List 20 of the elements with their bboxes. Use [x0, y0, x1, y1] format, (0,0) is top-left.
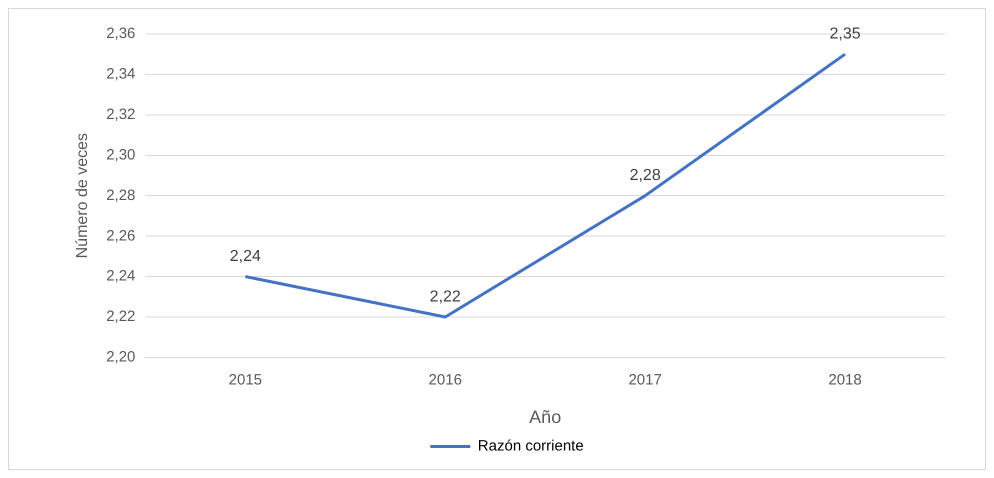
- y-tick-label: 2,30: [106, 146, 136, 164]
- data-label: 2,24: [230, 248, 262, 265]
- y-tick-label: 2,36: [106, 25, 136, 42]
- data-label: 2,28: [630, 167, 661, 184]
- x-tick-label: 2016: [428, 372, 462, 389]
- data-label: 2,22: [430, 288, 461, 306]
- legend-label: Razón corriente: [478, 438, 584, 455]
- y-tick-label: 2,20: [106, 348, 136, 366]
- y-tick-label: 2,28: [106, 186, 136, 204]
- y-tick-label: 2,32: [106, 106, 136, 123]
- y-tick-label: 2,34: [106, 66, 136, 83]
- y-tick-label: 2,24: [106, 268, 136, 285]
- x-tick-label: 2018: [828, 372, 862, 389]
- x-axis-title: Año: [529, 407, 562, 428]
- x-tick-label: 2017: [628, 372, 662, 389]
- y-tick-label: 2,22: [106, 308, 136, 326]
- y-tick-label: 2,26: [106, 227, 136, 244]
- y-axis-title: Número de veces: [74, 133, 92, 258]
- data-label: 2,35: [829, 26, 861, 43]
- x-tick-label: 2015: [228, 372, 262, 389]
